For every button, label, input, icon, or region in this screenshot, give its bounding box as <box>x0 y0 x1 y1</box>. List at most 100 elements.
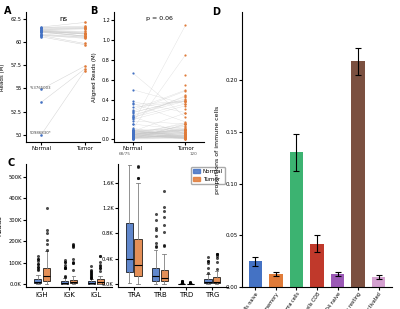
Point <box>38 27 44 32</box>
Point <box>182 107 189 112</box>
Point <box>182 124 189 129</box>
Point <box>129 125 136 130</box>
Point <box>129 87 136 92</box>
Point <box>182 137 189 142</box>
PathPatch shape <box>152 268 159 281</box>
Point <box>129 128 136 133</box>
Point <box>129 128 136 133</box>
Point <box>129 128 136 133</box>
Point <box>182 128 189 133</box>
PathPatch shape <box>134 239 142 276</box>
Point <box>129 131 136 136</box>
Point <box>129 115 136 120</box>
Point <box>129 132 136 137</box>
Point <box>82 41 88 46</box>
Point <box>38 29 44 34</box>
Point <box>129 135 136 140</box>
Point <box>182 134 189 139</box>
Point <box>38 33 44 38</box>
Point <box>129 130 136 135</box>
PathPatch shape <box>126 223 133 273</box>
Point <box>38 27 44 32</box>
Point <box>38 29 44 34</box>
Point <box>82 32 88 36</box>
Point <box>129 127 136 132</box>
PathPatch shape <box>43 269 50 281</box>
Point <box>129 133 136 138</box>
Point <box>129 110 136 115</box>
Point <box>129 135 136 140</box>
Point <box>182 136 189 141</box>
Point <box>129 132 136 137</box>
Point <box>129 102 136 107</box>
Point <box>38 25 44 30</box>
Point <box>129 136 136 141</box>
Text: *53765003: *53765003 <box>30 86 51 90</box>
Point <box>182 137 189 142</box>
Bar <box>269 274 283 287</box>
PathPatch shape <box>88 281 95 284</box>
Point <box>82 25 88 30</box>
Point <box>182 135 189 140</box>
Text: p = 0.06: p = 0.06 <box>146 16 172 21</box>
Point <box>38 30 44 35</box>
PathPatch shape <box>213 277 220 283</box>
Point <box>129 130 136 135</box>
Point <box>182 93 189 98</box>
Point <box>182 102 189 107</box>
Point <box>38 32 44 37</box>
Point <box>38 100 44 105</box>
Point <box>129 132 136 137</box>
Point <box>129 70 136 75</box>
Point <box>182 135 189 140</box>
Point <box>129 129 136 134</box>
Point <box>182 133 189 138</box>
Point <box>129 134 136 139</box>
Point <box>129 128 136 133</box>
Point <box>38 28 44 33</box>
Point <box>129 136 136 141</box>
Point <box>38 33 44 38</box>
Point <box>182 136 189 141</box>
Point <box>129 134 136 139</box>
Point <box>182 134 189 139</box>
Point <box>182 133 189 138</box>
Point <box>182 130 189 135</box>
Point <box>182 96 189 101</box>
Point <box>182 133 189 138</box>
Point <box>38 25 44 30</box>
Point <box>182 88 189 93</box>
Point <box>129 133 136 138</box>
Point <box>182 131 189 136</box>
Point <box>182 110 189 115</box>
Point <box>182 121 189 126</box>
Point <box>129 130 136 135</box>
Point <box>182 133 189 138</box>
Point <box>38 29 44 34</box>
Bar <box>249 261 262 287</box>
Point <box>129 128 136 133</box>
Point <box>129 136 136 141</box>
PathPatch shape <box>70 280 77 283</box>
Point <box>182 130 189 135</box>
Point <box>182 120 189 125</box>
Point <box>129 127 136 132</box>
Point <box>182 127 189 132</box>
Text: A: A <box>4 6 11 16</box>
Point <box>182 122 189 127</box>
Point <box>82 29 88 34</box>
Point <box>129 133 136 138</box>
Point <box>182 126 189 131</box>
Point <box>38 32 44 37</box>
Point <box>129 122 136 127</box>
Point <box>129 132 136 137</box>
Point <box>182 126 189 131</box>
Bar <box>331 274 344 287</box>
Point <box>38 26 44 31</box>
Text: 68/75: 68/75 <box>119 152 131 156</box>
Point <box>82 30 88 35</box>
Point <box>129 136 136 141</box>
Y-axis label: Aligned Reads (M): Aligned Reads (M) <box>92 52 96 102</box>
PathPatch shape <box>204 279 212 283</box>
Point <box>129 135 136 140</box>
